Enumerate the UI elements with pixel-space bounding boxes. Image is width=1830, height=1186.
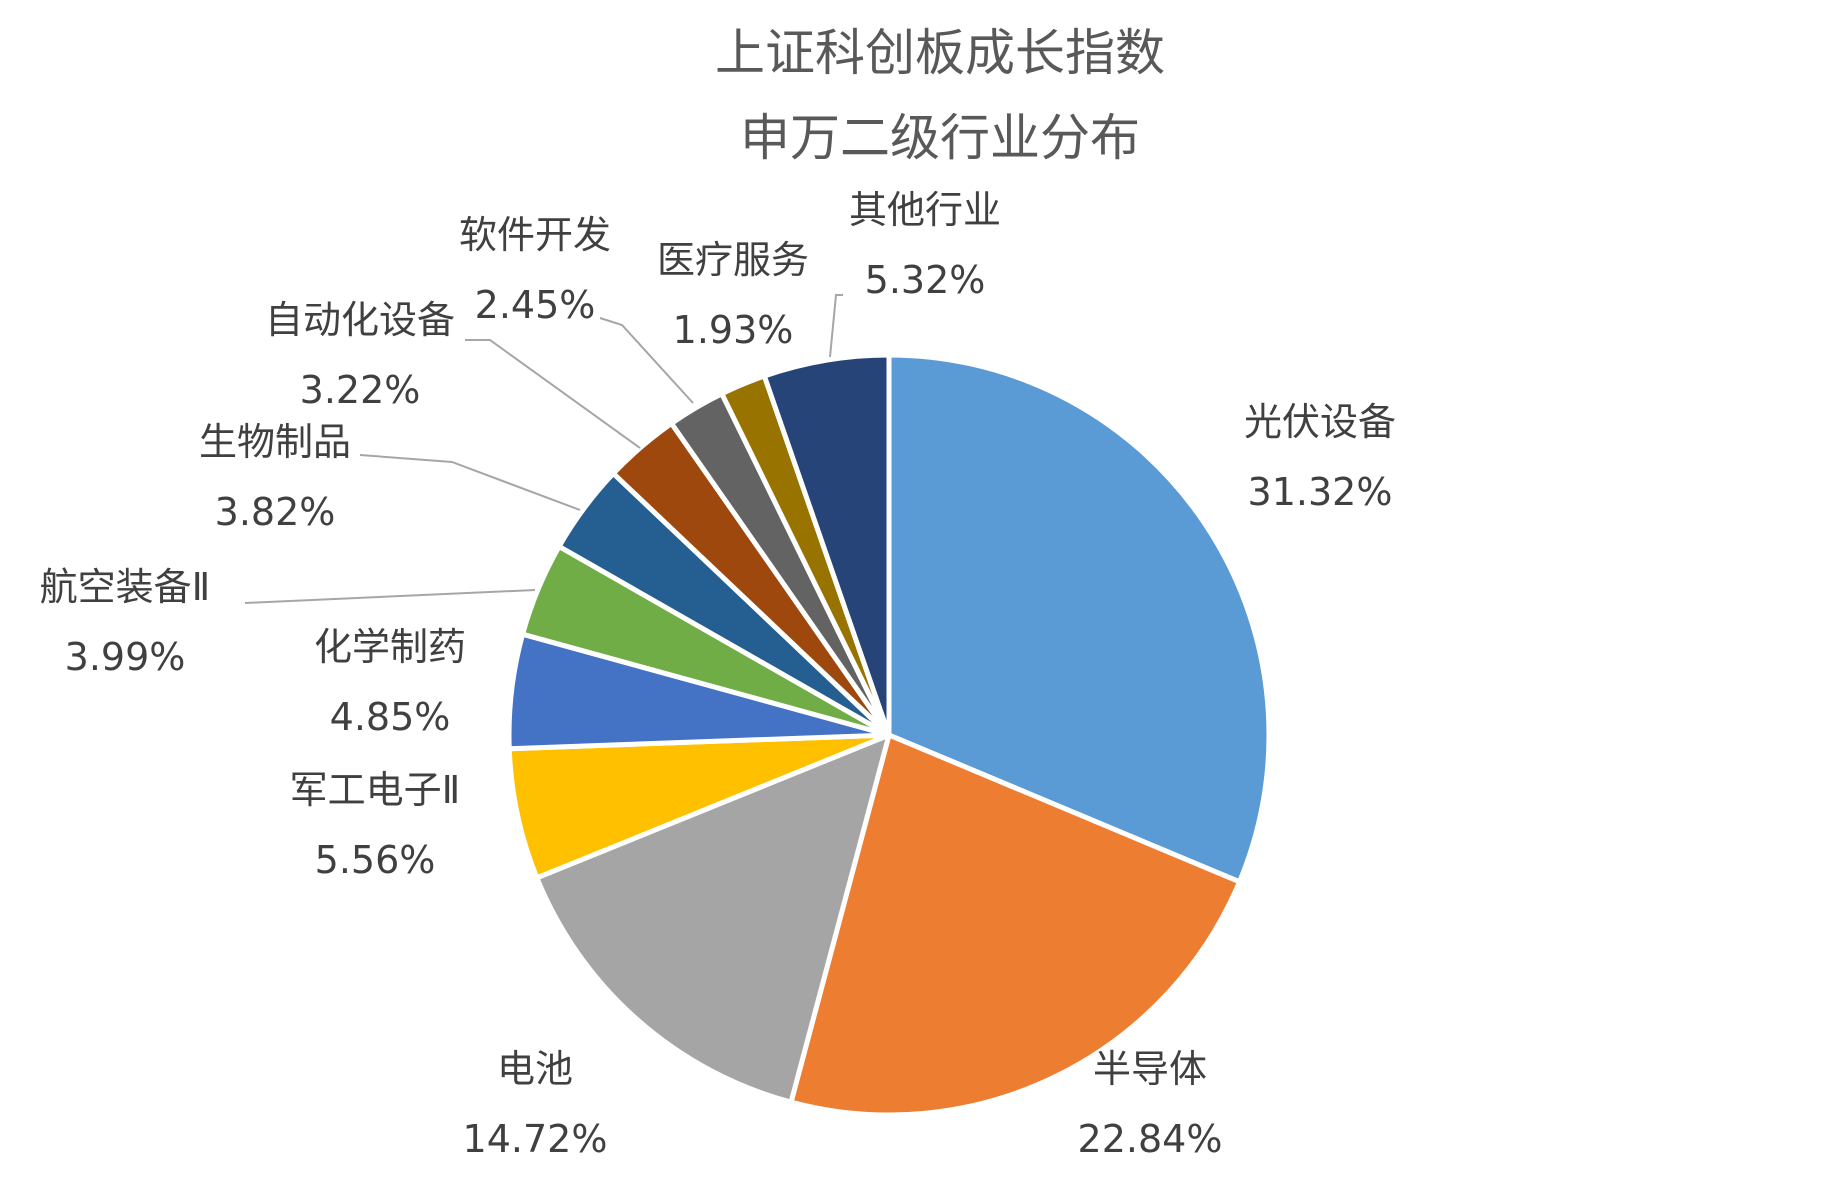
slice-category-label: 化学制药: [314, 625, 466, 669]
slice-category-label: 医疗服务: [657, 238, 809, 282]
slice-category-label: 自动化设备: [265, 298, 455, 342]
slice-value-label: 22.84%: [1078, 1117, 1223, 1161]
leader-line: [244, 589, 536, 604]
slice-value-label: 2.45%: [475, 283, 596, 327]
leader-line: [359, 454, 581, 511]
data-labels: 光伏设备 31.32% 半导体 22.84% 电池 14.72% 军工电子Ⅱ 5.56% 化学制…: [40, 188, 1396, 1161]
slice-value-label: 1.93%: [673, 308, 794, 352]
leader-lines: [244, 294, 843, 604]
slice-value-label: 3.22%: [300, 368, 421, 412]
slice-value-label: 5.56%: [315, 838, 436, 882]
pie-slice: [761, 352, 892, 738]
leader-line: [829, 294, 843, 358]
slice-category-label: 航空装备Ⅱ: [40, 565, 211, 609]
leader-line: [465, 339, 641, 449]
slice-value-label: 31.32%: [1248, 470, 1393, 514]
pie-slice: [534, 732, 892, 1105]
slice-category-label: 半导体: [1093, 1047, 1207, 1091]
chart-title: 上证科创板成长指数: [715, 24, 1165, 82]
slice-value-label: 5.32%: [865, 258, 986, 302]
pie-slices: [506, 352, 1272, 1118]
slice-value-label: 3.82%: [215, 490, 336, 534]
slice-value-label: 14.72%: [463, 1117, 608, 1161]
slice-category-label: 军工电子Ⅱ: [290, 768, 461, 812]
chart-subtitle: 申万二级行业分布: [740, 109, 1140, 167]
slice-category-label: 软件开发: [459, 213, 611, 257]
slice-category-label: 电池: [497, 1047, 573, 1091]
leader-line: [599, 317, 694, 404]
pie-slice: [886, 352, 1272, 885]
pie-slice: [506, 732, 892, 881]
slice-value-label: 4.85%: [330, 695, 451, 739]
pie-slice: [788, 732, 1242, 1118]
slice-value-label: 3.99%: [65, 635, 186, 679]
slice-category-label: 其他行业: [849, 188, 1001, 232]
slice-category-label: 生物制品: [199, 420, 351, 464]
slice-category-label: 光伏设备: [1244, 400, 1396, 444]
